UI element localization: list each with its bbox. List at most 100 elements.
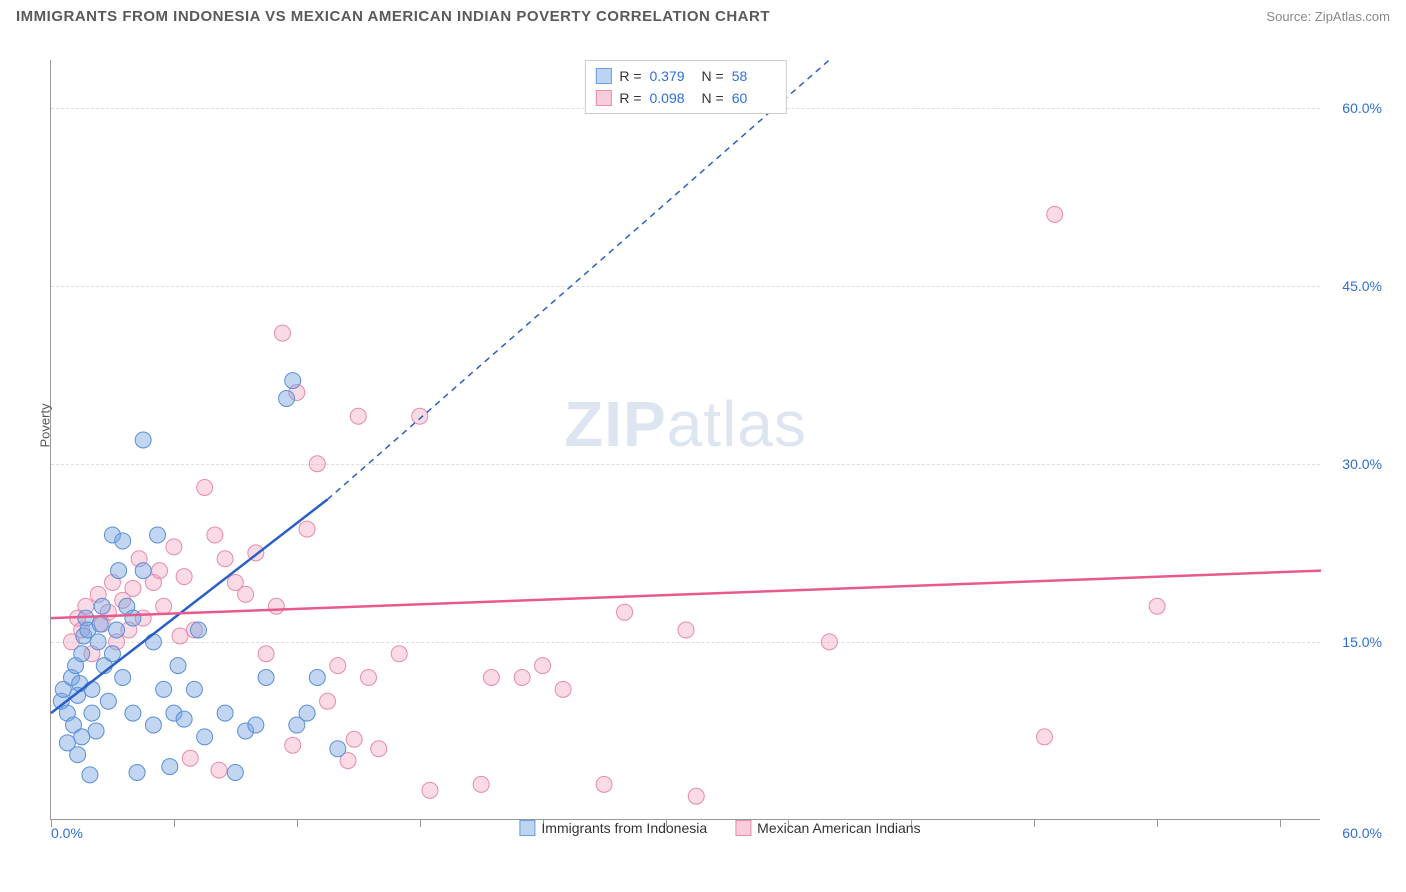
data-point	[617, 604, 633, 620]
data-point	[473, 776, 489, 792]
data-point	[182, 750, 198, 766]
data-point	[74, 729, 90, 745]
x-tick	[1280, 819, 1281, 827]
data-point	[145, 634, 161, 650]
data-point	[84, 681, 100, 697]
data-point	[115, 670, 131, 686]
data-point	[90, 634, 106, 650]
data-point	[152, 563, 168, 579]
data-point	[279, 390, 295, 406]
data-point	[129, 765, 145, 781]
data-point	[371, 741, 387, 757]
data-point	[197, 480, 213, 496]
x-tick	[174, 819, 175, 827]
data-point	[688, 788, 704, 804]
data-point	[309, 670, 325, 686]
data-point	[1036, 729, 1052, 745]
y-tick-label: 15.0%	[1342, 634, 1382, 650]
data-point	[166, 539, 182, 555]
data-point	[111, 563, 127, 579]
data-point	[268, 598, 284, 614]
x-min-label: 0.0%	[51, 825, 83, 841]
data-point	[156, 598, 172, 614]
data-point	[82, 767, 98, 783]
x-tick	[297, 819, 298, 827]
legend-swatch-indonesia	[519, 820, 535, 836]
data-point	[346, 731, 362, 747]
chart-title: IMMIGRANTS FROM INDONESIA VS MEXICAN AME…	[16, 8, 770, 25]
legend-item-0: Immigrants from Indonesia	[519, 820, 707, 836]
data-point	[109, 622, 125, 638]
scatter-plot-svg	[51, 60, 1320, 819]
y-tick-label: 45.0%	[1342, 278, 1382, 294]
data-point	[145, 717, 161, 733]
data-point	[299, 705, 315, 721]
x-max-label: 60.0%	[1342, 825, 1382, 841]
data-point	[391, 646, 407, 662]
x-tick	[1034, 819, 1035, 827]
data-point	[555, 681, 571, 697]
data-point	[125, 580, 141, 596]
data-point	[162, 759, 178, 775]
data-point	[135, 563, 151, 579]
data-point	[100, 693, 116, 709]
y-tick-label: 60.0%	[1342, 100, 1382, 116]
data-point	[309, 456, 325, 472]
data-point	[330, 658, 346, 674]
n-value-0: 58	[732, 65, 776, 87]
data-point	[104, 646, 120, 662]
data-point	[172, 628, 188, 644]
data-point	[422, 782, 438, 798]
data-point	[186, 681, 202, 697]
data-point	[156, 681, 172, 697]
plot-area: Poverty ZIPatlas 15.0%30.0%45.0%60.0% R …	[50, 60, 1320, 820]
data-point	[274, 325, 290, 341]
x-tick	[420, 819, 421, 827]
data-point	[207, 527, 223, 543]
data-point	[170, 658, 186, 674]
x-tick	[1157, 819, 1158, 827]
data-point	[125, 705, 141, 721]
stats-row-0: R = 0.379 N = 58	[595, 65, 775, 87]
data-point	[412, 408, 428, 424]
data-point	[258, 670, 274, 686]
chart-container: Poverty ZIPatlas 15.0%30.0%45.0%60.0% R …	[50, 50, 1390, 840]
legend-label-0: Immigrants from Indonesia	[541, 820, 707, 836]
data-point	[84, 705, 100, 721]
data-point	[217, 551, 233, 567]
data-point	[350, 408, 366, 424]
data-point	[176, 711, 192, 727]
data-point	[1149, 598, 1165, 614]
data-point	[285, 737, 301, 753]
chart-source: Source: ZipAtlas.com	[1266, 9, 1390, 24]
n-label-0: N =	[702, 65, 724, 87]
data-point	[92, 616, 108, 632]
data-point	[535, 658, 551, 674]
data-point	[361, 670, 377, 686]
source-label: Source:	[1266, 9, 1311, 24]
data-point	[1047, 206, 1063, 222]
data-point	[94, 598, 110, 614]
data-point	[211, 762, 227, 778]
r-label-1: R =	[619, 87, 641, 109]
legend-item-1: Mexican American Indians	[735, 820, 920, 836]
stats-legend: R = 0.379 N = 58 R = 0.098 N = 60	[584, 60, 786, 114]
n-label-1: N =	[702, 87, 724, 109]
r-value-1: 0.098	[650, 87, 694, 109]
data-point	[176, 569, 192, 585]
data-point	[190, 622, 206, 638]
data-point	[299, 521, 315, 537]
legend-label-1: Mexican American Indians	[757, 820, 920, 836]
n-value-1: 60	[732, 87, 776, 109]
data-point	[330, 741, 346, 757]
data-point	[227, 765, 243, 781]
data-point	[217, 705, 233, 721]
source-name: ZipAtlas.com	[1315, 9, 1390, 24]
data-point	[88, 723, 104, 739]
data-point	[678, 622, 694, 638]
swatch-indonesia	[595, 68, 611, 84]
data-point	[320, 693, 336, 709]
bottom-legend: Immigrants from Indonesia Mexican Americ…	[519, 820, 920, 836]
swatch-mexican	[595, 90, 611, 106]
data-point	[285, 373, 301, 389]
